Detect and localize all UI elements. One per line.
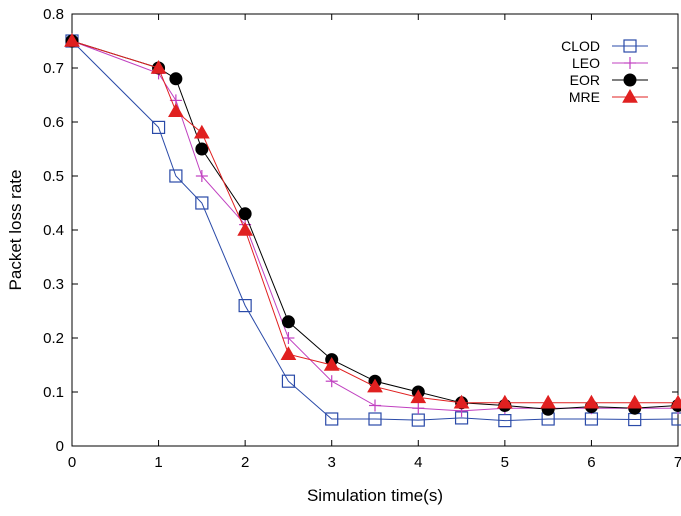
y-tick-label: 0.8 (43, 6, 64, 23)
legend-label: LEO (572, 55, 600, 71)
y-tick-label: 0.4 (43, 222, 64, 239)
x-tick-label: 3 (328, 454, 336, 471)
y-tick-label: 0.5 (43, 168, 64, 185)
data-point (325, 375, 338, 388)
series-line (71, 40, 679, 422)
data-point (282, 332, 295, 344)
legend-marker (624, 57, 636, 69)
y-tick-label: 0.6 (43, 114, 64, 131)
data-point (410, 389, 427, 404)
y-tick-label: 0 (56, 438, 64, 455)
y-tick-label: 0.2 (43, 330, 64, 347)
legend-marker (622, 88, 638, 103)
x-axis-label: Simulation time(s) (307, 486, 443, 505)
legend-item: CLOD (561, 38, 648, 54)
data-point (151, 120, 166, 135)
data-point (367, 378, 383, 393)
data-point (238, 299, 252, 313)
data-point (64, 32, 80, 47)
data-point (540, 394, 557, 409)
x-tick-label: 7 (674, 454, 681, 471)
x-tick-label: 0 (68, 454, 76, 471)
legend-marker (623, 73, 637, 87)
data-point (369, 399, 381, 412)
series-mre (64, 32, 681, 409)
x-tick-label: 2 (241, 454, 249, 471)
y-tick-label: 0.7 (43, 60, 64, 77)
x-tick-label: 1 (154, 454, 162, 471)
data-point (237, 221, 254, 236)
legend-item: MRE (569, 88, 648, 105)
legend-marker (623, 39, 637, 53)
legend-label: EOR (570, 72, 600, 88)
data-point (498, 414, 512, 428)
data-point (195, 196, 209, 210)
data-point (238, 207, 252, 221)
series-layer (64, 32, 681, 428)
y-tick-label: 0.1 (43, 384, 64, 401)
y-tick-label: 0.3 (43, 276, 64, 293)
data-point (281, 374, 296, 388)
data-point (583, 394, 600, 409)
data-point (626, 394, 643, 409)
x-tick-label: 4 (414, 454, 422, 471)
data-point (169, 169, 183, 183)
data-point (453, 394, 470, 409)
data-point (195, 142, 209, 156)
x-tick-label: 6 (587, 454, 595, 471)
data-point (169, 72, 183, 86)
legend-item: EOR (570, 72, 648, 88)
data-point (195, 170, 208, 182)
data-point (325, 412, 339, 426)
axes-layer: 0 1 2 3 4 5 6 7 0 0.1 0.2 0.3 0.4 0.5 0.6 0.7 0.8 (43, 6, 681, 471)
data-point (150, 59, 167, 74)
data-point (412, 402, 425, 415)
data-point (168, 103, 184, 117)
legend-item: LEO (572, 55, 648, 71)
legend-label: MRE (569, 89, 600, 105)
data-point (496, 394, 513, 409)
data-point (670, 394, 681, 409)
data-point (281, 315, 295, 329)
legend-label: CLOD (561, 38, 600, 54)
data-point (193, 124, 210, 139)
data-point (323, 356, 340, 371)
y-axis-label: Packet loss rate (6, 170, 25, 291)
data-point (280, 346, 297, 360)
x-tick-label: 5 (501, 454, 509, 471)
data-point (368, 412, 382, 426)
